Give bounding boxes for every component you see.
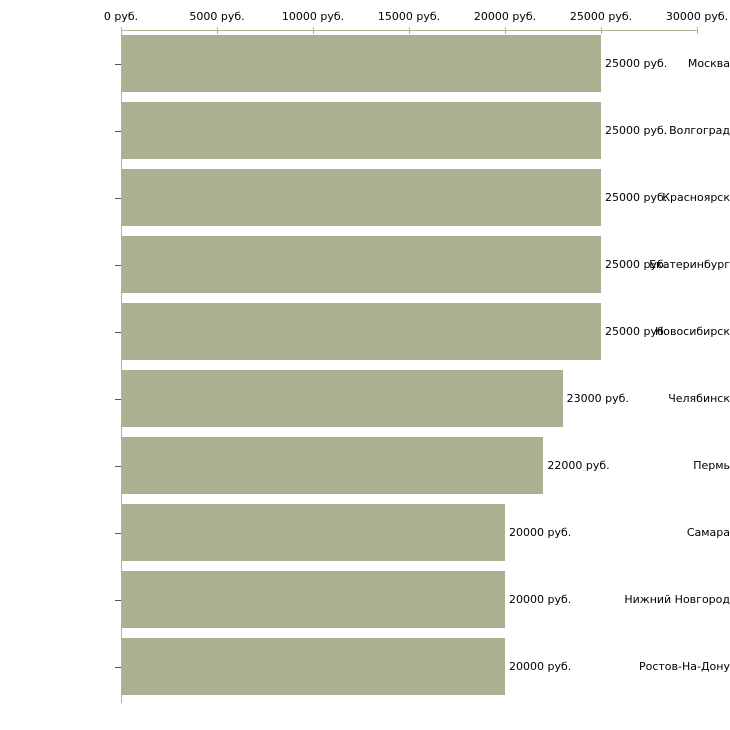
- x-axis-tick: [121, 27, 122, 34]
- x-axis-tick: [409, 27, 410, 34]
- bar-value-label: 25000 руб.: [605, 123, 668, 137]
- category-label: Волгоград: [669, 123, 730, 137]
- x-axis-tick-label: 30000 руб.: [665, 10, 729, 23]
- category-axis-tick: [115, 667, 121, 668]
- category-label: Челябинск: [668, 391, 730, 405]
- bar: [122, 102, 601, 159]
- category-axis-tick: [115, 198, 121, 199]
- category-label: Пермь: [693, 458, 730, 472]
- category-label: Самара: [686, 525, 730, 539]
- bar-value-label: 23000 руб.: [566, 391, 629, 405]
- bar: [122, 169, 601, 226]
- category-axis-tick: [115, 533, 121, 534]
- bar-value-label: 25000 руб.: [605, 324, 668, 338]
- x-axis-tick-label: 20000 руб.: [473, 10, 537, 23]
- y-axis-line: [121, 30, 122, 703]
- x-axis-tick-label: 25000 руб.: [569, 10, 633, 23]
- category-label: Красноярск: [662, 190, 730, 204]
- category-axis-tick: [115, 64, 121, 65]
- category-label: Нижний Новгород: [624, 592, 730, 606]
- bar: [122, 504, 505, 561]
- x-axis-tick: [313, 27, 314, 34]
- category-label: Екатеринбург: [649, 257, 730, 271]
- x-axis-tick-label: 10000 руб.: [281, 10, 345, 23]
- bar: [122, 35, 601, 92]
- bar-value-label: 25000 руб.: [605, 56, 668, 70]
- category-label: Ростов-На-Дону: [638, 659, 730, 673]
- bar-value-label: 20000 руб.: [509, 659, 572, 673]
- category-axis-tick: [115, 265, 121, 266]
- bar: [122, 236, 601, 293]
- category-label: Москва: [687, 56, 730, 70]
- x-axis-tick: [601, 27, 602, 34]
- bar-value-label: 20000 руб.: [509, 592, 572, 606]
- category-axis-tick: [115, 600, 121, 601]
- bar-value-label: 25000 руб.: [605, 257, 668, 271]
- x-axis-tick: [505, 27, 506, 34]
- bar-value-label: 25000 руб.: [605, 190, 668, 204]
- x-axis-tick: [697, 27, 698, 34]
- x-axis-tick-label: 5000 руб.: [189, 10, 245, 23]
- category-axis-tick: [115, 332, 121, 333]
- bar-value-label: 22000 руб.: [547, 458, 610, 472]
- x-axis-tick-label: 0 руб.: [103, 10, 139, 23]
- category-axis-tick: [115, 131, 121, 132]
- bar: [122, 638, 505, 695]
- category-axis-tick: [115, 466, 121, 467]
- x-axis-tick: [217, 27, 218, 34]
- category-label: Новосибирск: [654, 324, 730, 338]
- bar: [122, 571, 505, 628]
- bar: [122, 437, 544, 494]
- x-axis-tick-label: 15000 руб.: [377, 10, 441, 23]
- bar: [122, 303, 601, 360]
- category-axis-tick: [115, 399, 121, 400]
- bar-value-label: 20000 руб.: [509, 525, 572, 539]
- bar: [122, 370, 563, 427]
